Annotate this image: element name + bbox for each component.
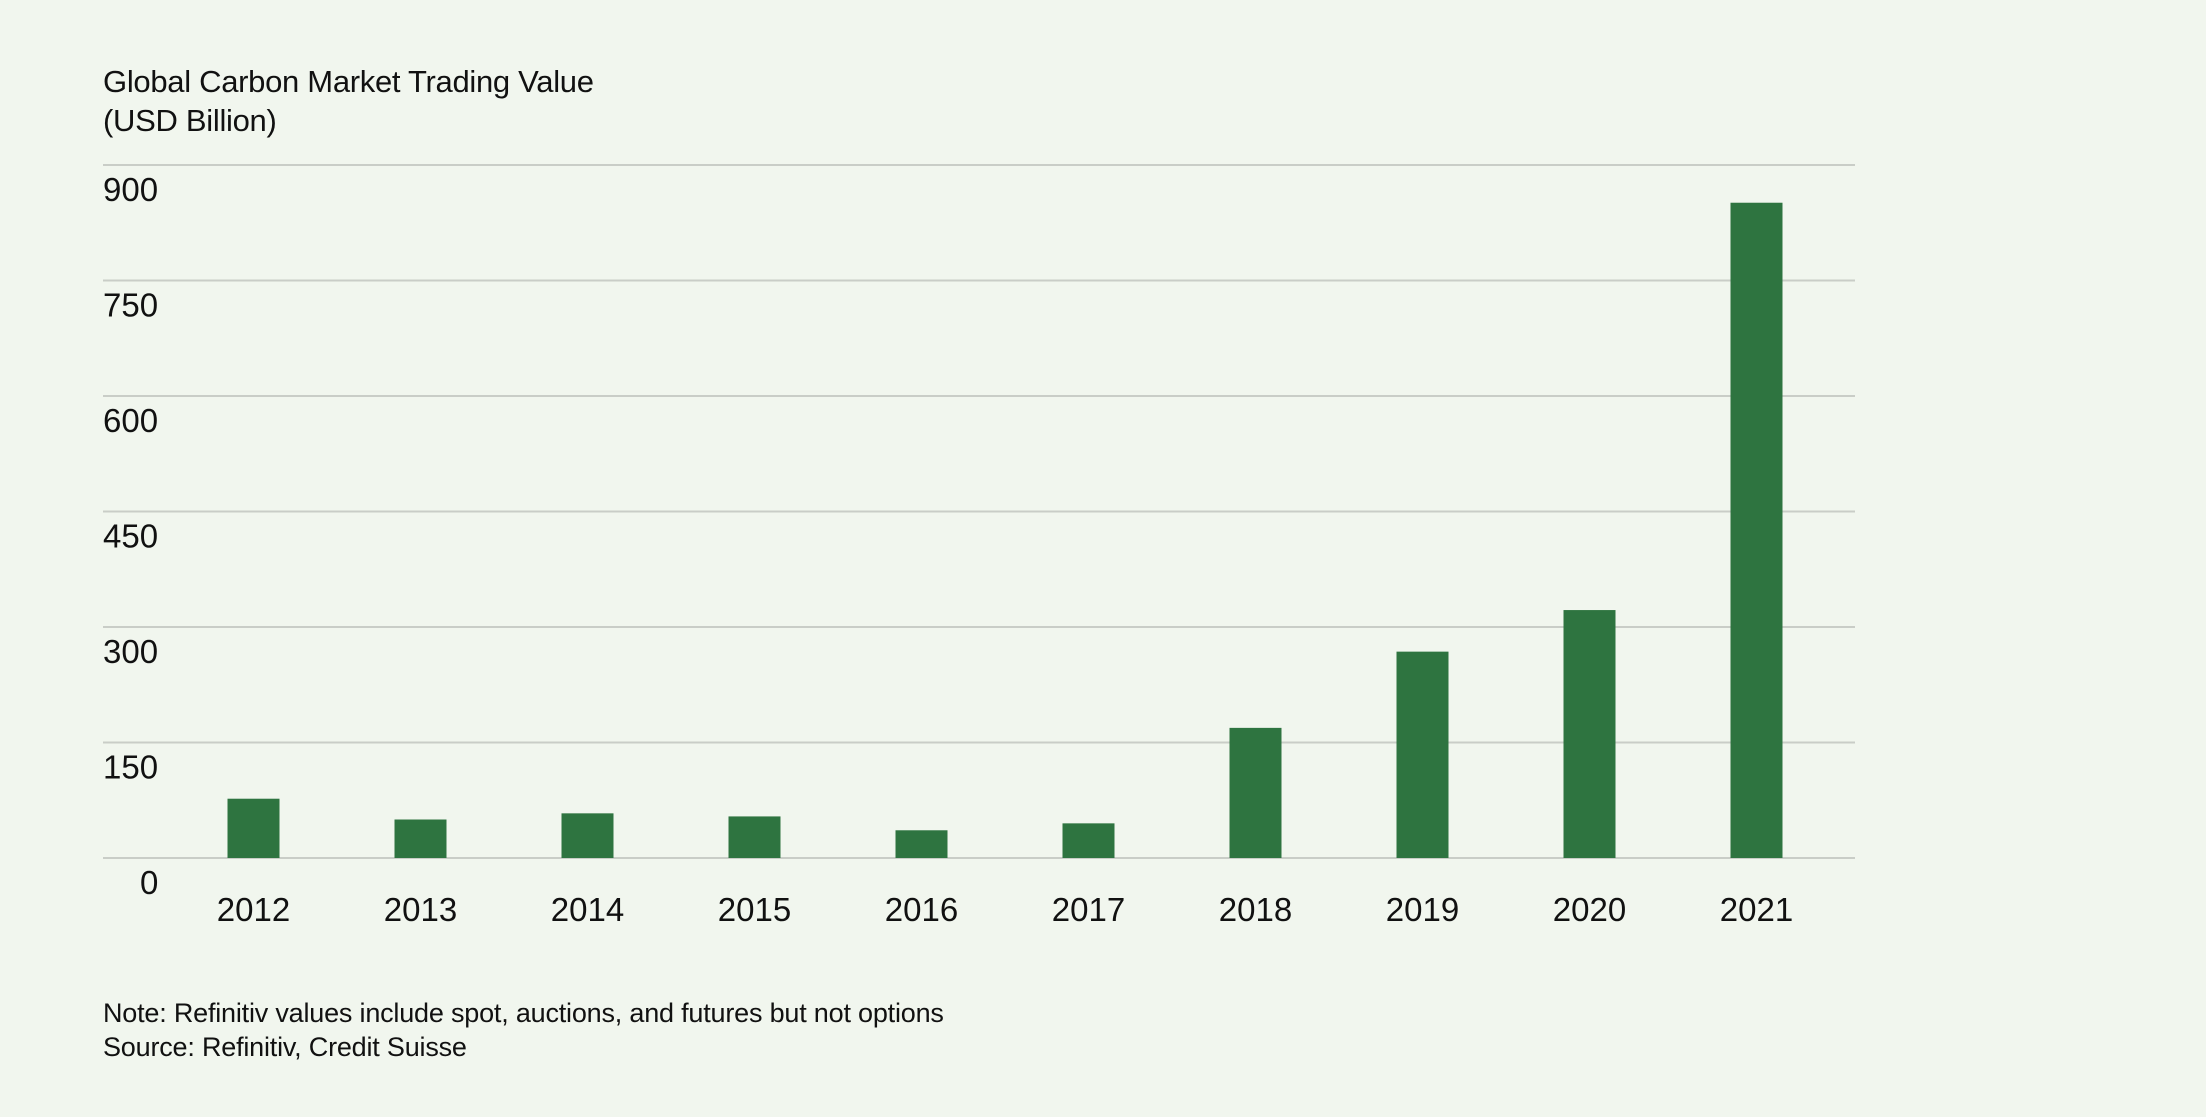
bars xyxy=(227,202,1783,859)
bar-2020 xyxy=(1563,610,1616,858)
x-tick-label: 2017 xyxy=(1052,891,1125,928)
chart-title-block: Global Carbon Market Trading Value (USD … xyxy=(103,62,594,140)
bar-2021 xyxy=(1730,202,1783,859)
x-tick-label: 2018 xyxy=(1219,891,1292,928)
bar-2014 xyxy=(561,813,614,858)
x-tick-label: 2019 xyxy=(1386,891,1459,928)
x-tick-label: 2016 xyxy=(885,891,958,928)
x-tick-label: 2021 xyxy=(1720,891,1793,928)
chart-title: Global Carbon Market Trading Value xyxy=(103,64,594,99)
x-tick-label: 2014 xyxy=(551,891,624,928)
x-tick-label: 2015 xyxy=(718,891,791,928)
y-axis-tick-labels: 0 150 300 450 600 750 900 xyxy=(103,171,158,901)
x-axis-tick-labels: 2012 2013 2014 2015 2016 2017 2018 2019 2020 2021 xyxy=(217,891,1793,928)
x-tick-label: 2012 xyxy=(217,891,290,928)
y-tick-label: 150 xyxy=(103,749,158,786)
bar-2015 xyxy=(728,816,781,858)
y-tick-label: 300 xyxy=(103,633,158,670)
y-tick-label: 450 xyxy=(103,518,158,555)
bar-2019 xyxy=(1396,651,1449,858)
x-tick-label: 2020 xyxy=(1553,891,1626,928)
y-tick-label: 600 xyxy=(103,402,158,439)
y-tick-label: 900 xyxy=(103,171,158,208)
bar-2013 xyxy=(394,819,447,858)
bar-2017 xyxy=(1062,823,1115,858)
bar-2012 xyxy=(227,798,280,858)
chart-subtitle: (USD Billion) xyxy=(103,103,277,138)
y-tick-label: 750 xyxy=(103,287,158,324)
chart-note: Note: Refinitiv values include spot, auc… xyxy=(103,998,944,1028)
chart-source: Source: Refinitiv, Credit Suisse xyxy=(103,1032,467,1062)
x-tick-label: 2013 xyxy=(384,891,457,928)
chart-footer: Note: Refinitiv values include spot, auc… xyxy=(103,996,944,1064)
y-tick-label: 0 xyxy=(140,864,158,901)
bar-2018 xyxy=(1229,727,1282,858)
bar-2016 xyxy=(895,830,948,858)
bar-chart: 0 150 300 450 600 750 900 2012 2013 2014 2015 2016… xyxy=(103,164,1855,928)
